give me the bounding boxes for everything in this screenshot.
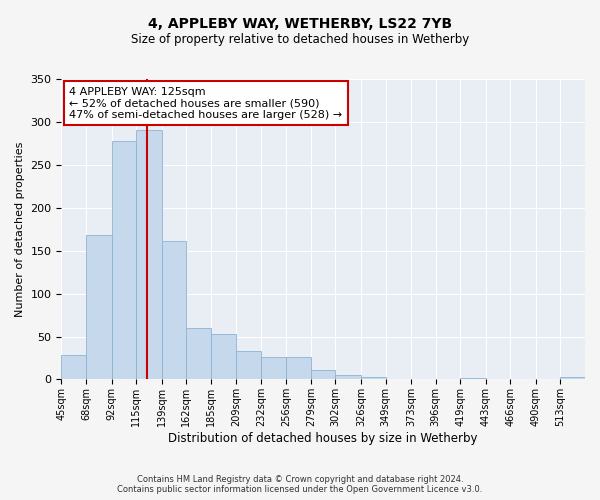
Bar	[186, 328, 211, 380]
Bar	[286, 357, 311, 380]
Text: Size of property relative to detached houses in Wetherby: Size of property relative to detached ho…	[131, 32, 469, 46]
Bar	[136, 130, 161, 380]
X-axis label: Distribution of detached houses by size in Wetherby: Distribution of detached houses by size …	[169, 432, 478, 445]
Bar	[86, 235, 112, 380]
Bar	[560, 377, 585, 380]
Bar	[112, 141, 136, 380]
Bar	[161, 241, 186, 380]
Bar	[460, 378, 486, 380]
Bar	[261, 357, 286, 380]
Text: 4 APPLEBY WAY: 125sqm
← 52% of detached houses are smaller (590)
47% of semi-det: 4 APPLEBY WAY: 125sqm ← 52% of detached …	[69, 86, 343, 120]
Bar	[211, 334, 236, 380]
Bar	[335, 375, 361, 380]
Bar	[311, 370, 335, 380]
Y-axis label: Number of detached properties: Number of detached properties	[15, 142, 25, 317]
Bar	[511, 378, 536, 380]
Bar	[236, 351, 261, 380]
Text: Contains public sector information licensed under the Open Government Licence v3: Contains public sector information licen…	[118, 484, 482, 494]
Text: 4, APPLEBY WAY, WETHERBY, LS22 7YB: 4, APPLEBY WAY, WETHERBY, LS22 7YB	[148, 18, 452, 32]
Text: Contains HM Land Registry data © Crown copyright and database right 2024.: Contains HM Land Registry data © Crown c…	[137, 474, 463, 484]
Bar	[361, 377, 386, 380]
Bar	[411, 378, 436, 380]
Bar	[61, 354, 86, 380]
